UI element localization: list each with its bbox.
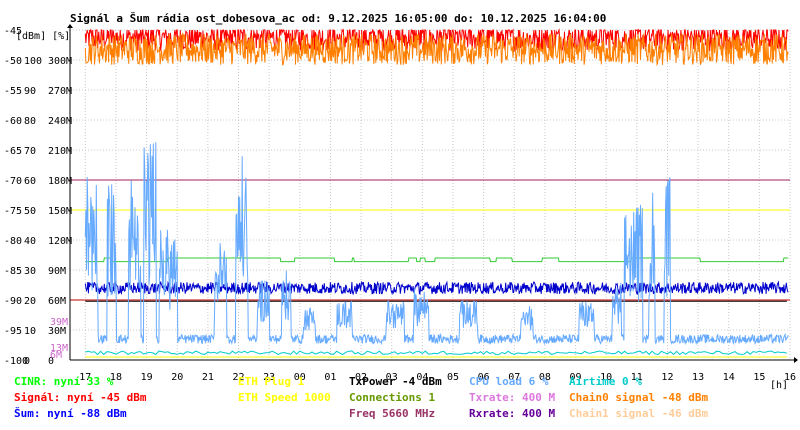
y-tick-label-rate: 30M: [48, 326, 66, 337]
y-side-label: 39M: [50, 317, 68, 328]
legend-item: Rxrate: 400 M: [469, 407, 556, 420]
y-tick-label-pct: 0: [24, 356, 30, 367]
y-tick-label-pct: 10: [24, 326, 36, 337]
y-side-label: 6M: [50, 350, 62, 361]
y-tick-label-rate: 0: [48, 356, 54, 367]
axes: [67, 24, 798, 363]
y-tick-label-pct: 100: [24, 56, 42, 67]
x-tick-label: 21: [202, 372, 214, 383]
y-tick-label-rate: 180M: [48, 176, 72, 187]
x-tick-label: 22: [232, 372, 244, 383]
series-line: [85, 257, 789, 263]
legend-item: Txrate: 400 M: [469, 391, 556, 404]
x-tick-label: 02: [355, 372, 367, 383]
y-tick-label-rate: 90M: [48, 266, 66, 277]
legend-item: ETH Speed 1000: [238, 391, 331, 404]
series-line: [84, 32, 789, 67]
y-tick-label-dbm: -75: [4, 206, 22, 217]
y-tick-label-dbm: -80: [4, 236, 22, 247]
y-tick-label-dbm: -100: [4, 356, 28, 367]
x-tick-label: 14: [723, 372, 735, 383]
x-tick-label: 18: [110, 372, 122, 383]
x-tick-label: 09: [570, 372, 582, 383]
y-tick-label-pct: 50: [24, 206, 36, 217]
legend-item: Connections 1: [349, 391, 436, 404]
y-axis-arrow: [67, 24, 73, 28]
y-side-label: 13M: [50, 343, 68, 354]
x-tick-label: 01: [324, 372, 336, 383]
legend-item: TxPower -4 dBm: [349, 375, 442, 388]
legend-item: Chain0 signal -48 dBm: [569, 391, 709, 404]
y-tick-label-pct: 40: [24, 236, 36, 247]
legend-item: ETH Plug 1: [238, 375, 305, 388]
x-tick-label: 10: [600, 372, 612, 383]
series-group: [84, 28, 789, 358]
x-tick-label: 00: [294, 372, 306, 383]
y-tick-label-pct: 60: [24, 176, 36, 187]
y-units-label: [dBm] [%]: [16, 31, 70, 42]
y-tick-label-dbm: -95: [4, 326, 22, 337]
x-axis-arrow: [794, 357, 798, 363]
legend-item: Freq 5660 MHz: [349, 407, 436, 420]
series-line: [84, 280, 789, 296]
legend-item: Airtime 0 %: [569, 375, 642, 388]
y-tick-label-rate: 270M: [48, 86, 72, 97]
x-tick-label: 16: [784, 372, 796, 383]
legend-item: Šum: nyní -88 dBm: [14, 407, 127, 420]
x-tick-label: 15: [753, 372, 765, 383]
x-tick-label: 04: [416, 372, 428, 383]
y-tick-label-dbm: -55: [4, 86, 22, 97]
y-tick-label-rate: 150M: [48, 206, 72, 217]
series-line: [84, 142, 789, 346]
legend-item: Chain1 signal -46 dBm: [569, 407, 709, 420]
x-tick-label: 08: [539, 372, 551, 383]
y-tick-label-dbm: -60: [4, 116, 22, 127]
y-tick-label-dbm: -50: [4, 56, 22, 67]
x-tick-label: 11: [631, 372, 643, 383]
chart-title: Signál a Šum rádia ost_dobesova_ac od: 9…: [70, 12, 606, 25]
x-axis-labels: 17 18 19 20 21 22 23 00 01 02 03 04 05 06 07 08 09 10 11 12…: [79, 372, 796, 383]
x-tick-label: 07: [508, 372, 520, 383]
y-tick-label-rate: 60M: [48, 296, 66, 307]
y-tick-label-dbm: -85: [4, 266, 22, 277]
x-tick-label: 03: [386, 372, 398, 383]
y-tick-label-dbm: -45: [4, 26, 22, 37]
x-tick-label: 23: [263, 372, 275, 383]
y-tick-label-rate: 120M: [48, 236, 72, 247]
y-tick-label-pct: 80: [24, 116, 36, 127]
y-tick-label-pct: 30: [24, 266, 36, 277]
x-tick-label: 05: [447, 372, 459, 383]
y-tick-label-dbm: -65: [4, 146, 22, 157]
x-tick-label: 13: [692, 372, 704, 383]
y-tick-label-pct: 20: [24, 296, 36, 307]
y-tick-label-pct: 90: [24, 86, 36, 97]
legend-item: CINR: nyní 33 %: [14, 375, 114, 388]
series-line: [85, 350, 788, 356]
y-tick-label-rate: 210M: [48, 146, 72, 157]
x-tick-label: 12: [661, 372, 673, 383]
x-tick-label: 20: [171, 372, 183, 383]
x-tick-label: 19: [141, 372, 153, 383]
y-tick-label-rate: 240M: [48, 116, 72, 127]
y-tick-label-pct: 70: [24, 146, 36, 157]
x-unit-label: [h]: [770, 380, 788, 391]
legend-item: Signál: nyní -45 dBm: [14, 391, 147, 404]
y-tick-label-dbm: -90: [4, 296, 22, 307]
y-tick-label-dbm: -70: [4, 176, 22, 187]
legend-item: CPU load 6 %: [469, 375, 549, 388]
x-tick-label: 06: [478, 372, 490, 383]
x-tick-label: 17: [79, 372, 91, 383]
y-axis-labels: -45-50 100 300M-55 90 270M-60 80 240M-65 70 210M…: [4, 26, 72, 367]
y-tick-label-rate: 300M: [48, 56, 72, 67]
